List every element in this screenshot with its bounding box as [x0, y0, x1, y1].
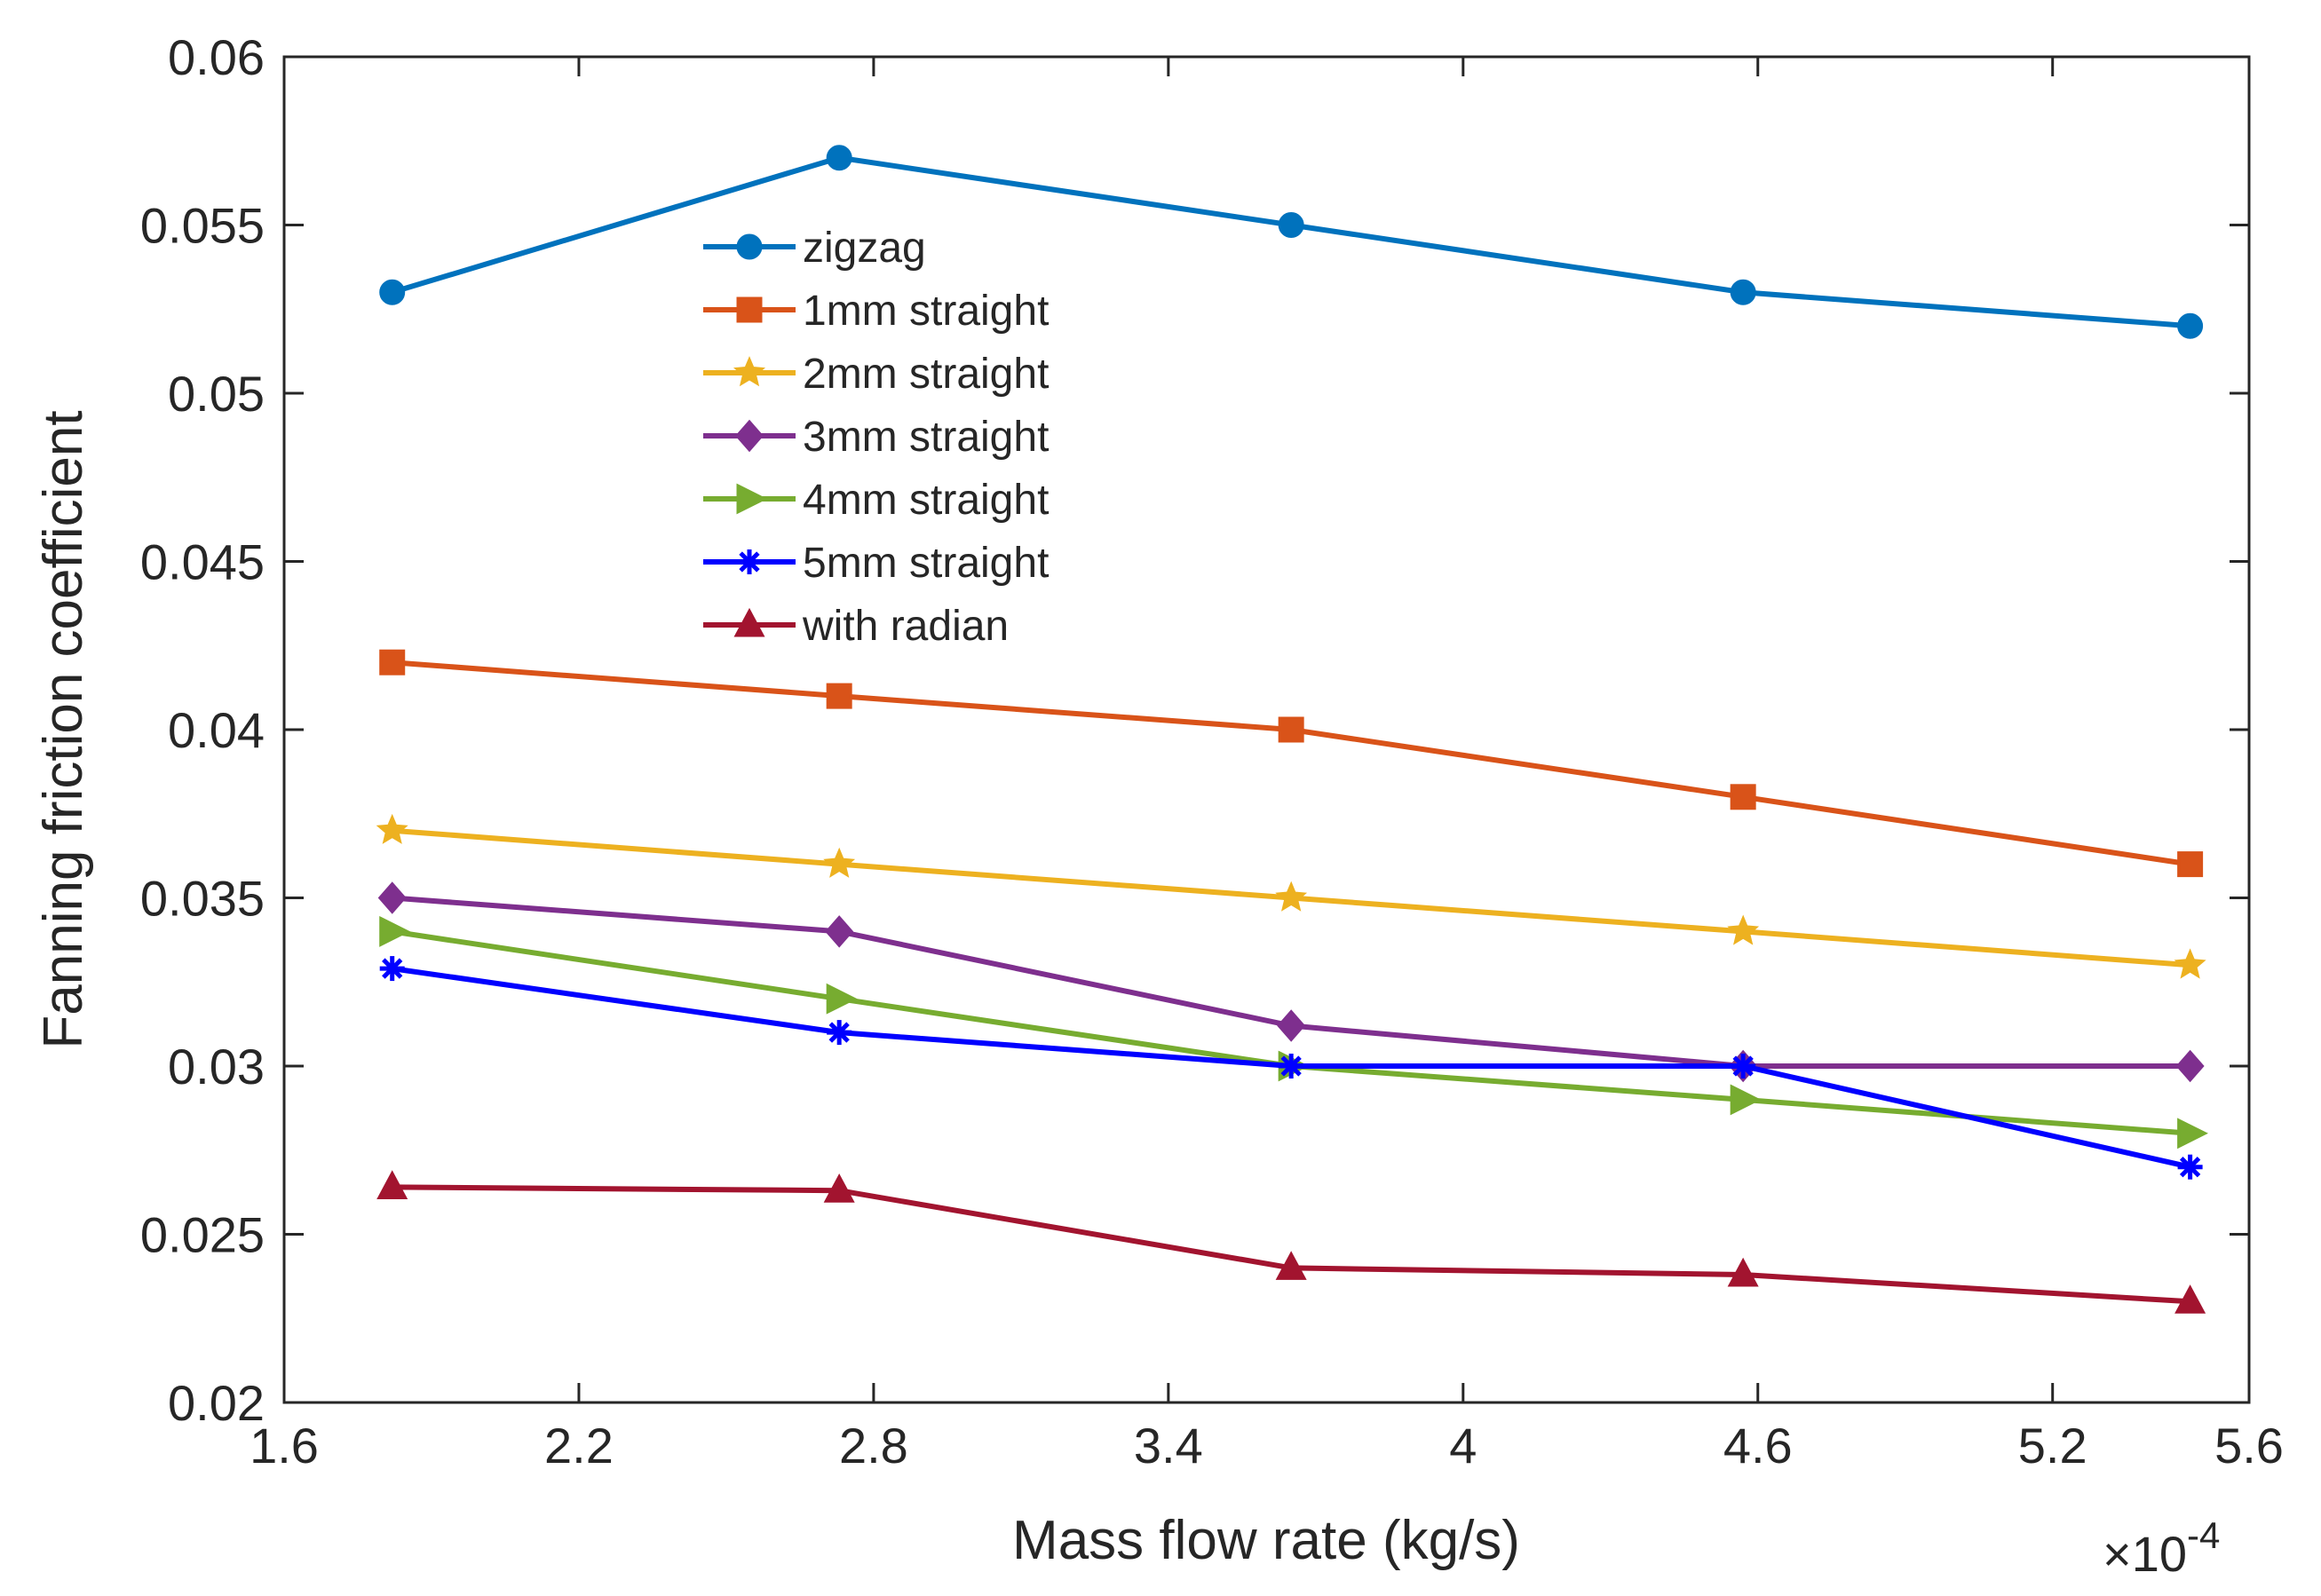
series-with-radian: [376, 1170, 2206, 1314]
x-tick-label: 3.4: [1134, 1418, 1203, 1474]
data-point-3mm-straight: [1277, 1009, 1306, 1042]
asterisk-core: [1286, 1061, 1297, 1071]
legend-label: zigzag: [803, 225, 926, 272]
legend-label: 1mm straight: [803, 288, 1049, 335]
data-point-2mm-straight: [1275, 881, 1308, 912]
asterisk-core: [2184, 1161, 2196, 1173]
asterisk-core: [744, 557, 755, 567]
legend-label: 3mm straight: [803, 414, 1049, 461]
data-point-5mm-straight: [379, 956, 405, 982]
data-point-3mm-straight: [825, 915, 854, 948]
legend-entry-3mm-straight: 3mm straight: [703, 414, 1049, 461]
y-tick-label: 0.05: [168, 366, 265, 422]
data-point-5mm-straight: [2177, 1154, 2203, 1180]
legend-entry-with-radian: with radian: [703, 603, 1009, 650]
x-tick-label: 4: [1449, 1418, 1477, 1474]
x-axis-title: Mass flow rate (kg/s): [1012, 1510, 1520, 1571]
legend-marker: [737, 549, 762, 574]
data-point-with-radian: [823, 1173, 855, 1203]
data-point-4mm-straight: [379, 915, 411, 947]
y-tick-label: 0.045: [140, 534, 265, 590]
legend-label: 2mm straight: [803, 351, 1049, 398]
legend-entry-5mm-straight: 5mm straight: [703, 540, 1049, 587]
y-tick-label: 0.035: [140, 871, 265, 927]
x-tick-label: 1.6: [250, 1418, 319, 1474]
series-layer: [376, 145, 2208, 1314]
y-tick-label: 0.03: [168, 1039, 265, 1094]
y-axis-title: Fanning friction coefficient: [33, 410, 94, 1048]
legend: zigzag 1mm straight 2mm straight 3mm straig…: [703, 225, 1049, 650]
series-zigzag: [379, 145, 2204, 339]
y-tick-label: 0.055: [140, 198, 265, 254]
asterisk-core: [834, 1027, 845, 1039]
x-tick-label: 4.6: [1723, 1418, 1793, 1474]
asterisk-core: [1738, 1061, 1749, 1071]
data-point-zigzag: [2177, 312, 2204, 339]
x-tick-label: 2.8: [839, 1418, 908, 1474]
data-point-5mm-straight: [827, 1020, 852, 1046]
data-point-4mm-straight: [2177, 1118, 2208, 1150]
data-point-zigzag: [379, 279, 406, 305]
axes-layer: 1.6 2.2 2.8 3.4 4 4.6 5.2 5.6 0.02 0.025 0.03 0.035…: [140, 29, 2284, 1474]
data-point-3mm-straight: [2175, 1049, 2205, 1083]
legend-label: with radian: [802, 603, 1009, 650]
data-point-4mm-straight: [1730, 1084, 1762, 1116]
data-point-5mm-straight: [1731, 1054, 1756, 1078]
x-tick-label: 2.2: [544, 1418, 614, 1474]
y-tick-label: 0.02: [168, 1375, 265, 1431]
series-5mm-straight: [379, 956, 2203, 1180]
legend-label: 4mm straight: [803, 477, 1049, 524]
legend-entry-1mm-straight: 1mm straight: [703, 288, 1049, 335]
y-tick-label: 0.025: [140, 1207, 265, 1263]
asterisk-core: [386, 963, 398, 975]
data-point-zigzag: [1278, 212, 1304, 238]
data-point-zigzag: [1730, 279, 1756, 305]
data-point-with-radian: [376, 1170, 408, 1199]
data-point-2mm-straight: [2174, 948, 2206, 979]
legend-marker: [736, 483, 768, 515]
data-point-with-radian: [1727, 1257, 1759, 1287]
x-tick-label: 5.6: [2214, 1418, 2284, 1474]
data-point-2mm-straight: [823, 847, 856, 878]
data-point-with-radian: [1275, 1251, 1307, 1280]
legend-marker: [733, 356, 766, 387]
legend-entry-4mm-straight: 4mm straight: [703, 477, 1049, 524]
data-point-1mm-straight: [826, 683, 852, 709]
series-2mm-straight: [376, 813, 2206, 979]
data-point-1mm-straight: [1278, 716, 1304, 743]
data-point-1mm-straight: [2177, 851, 2204, 878]
legend-marker: [735, 419, 764, 453]
legend-label: 5mm straight: [803, 540, 1049, 587]
x-axis-exponent: ×10-4: [2103, 1514, 2220, 1582]
data-point-3mm-straight: [377, 881, 407, 914]
data-point-2mm-straight: [376, 813, 408, 844]
y-tick-label: 0.06: [168, 29, 265, 85]
data-point-zigzag: [826, 145, 852, 171]
data-point-1mm-straight: [1730, 784, 1756, 810]
data-point-1mm-straight: [379, 649, 406, 676]
legend-entry-2mm-straight: 2mm straight: [703, 351, 1049, 398]
data-point-5mm-straight: [1279, 1054, 1304, 1078]
x-axis-exponent-base: ×10: [2103, 1526, 2187, 1582]
legend-marker: [736, 233, 763, 260]
data-point-4mm-straight: [826, 983, 858, 1015]
x-axis-exponent-power: -4: [2187, 1514, 2220, 1556]
series-3mm-straight: [377, 881, 2205, 1083]
y-tick-label: 0.04: [168, 702, 265, 758]
x-tick-label: 5.2: [2018, 1418, 2087, 1474]
data-point-with-radian: [2174, 1284, 2206, 1314]
data-point-2mm-straight: [1727, 914, 1760, 945]
legend-marker: [733, 607, 765, 637]
series-1mm-straight: [379, 649, 2204, 878]
legend-marker: [736, 296, 763, 323]
legend-entry-zigzag: zigzag: [703, 225, 926, 272]
